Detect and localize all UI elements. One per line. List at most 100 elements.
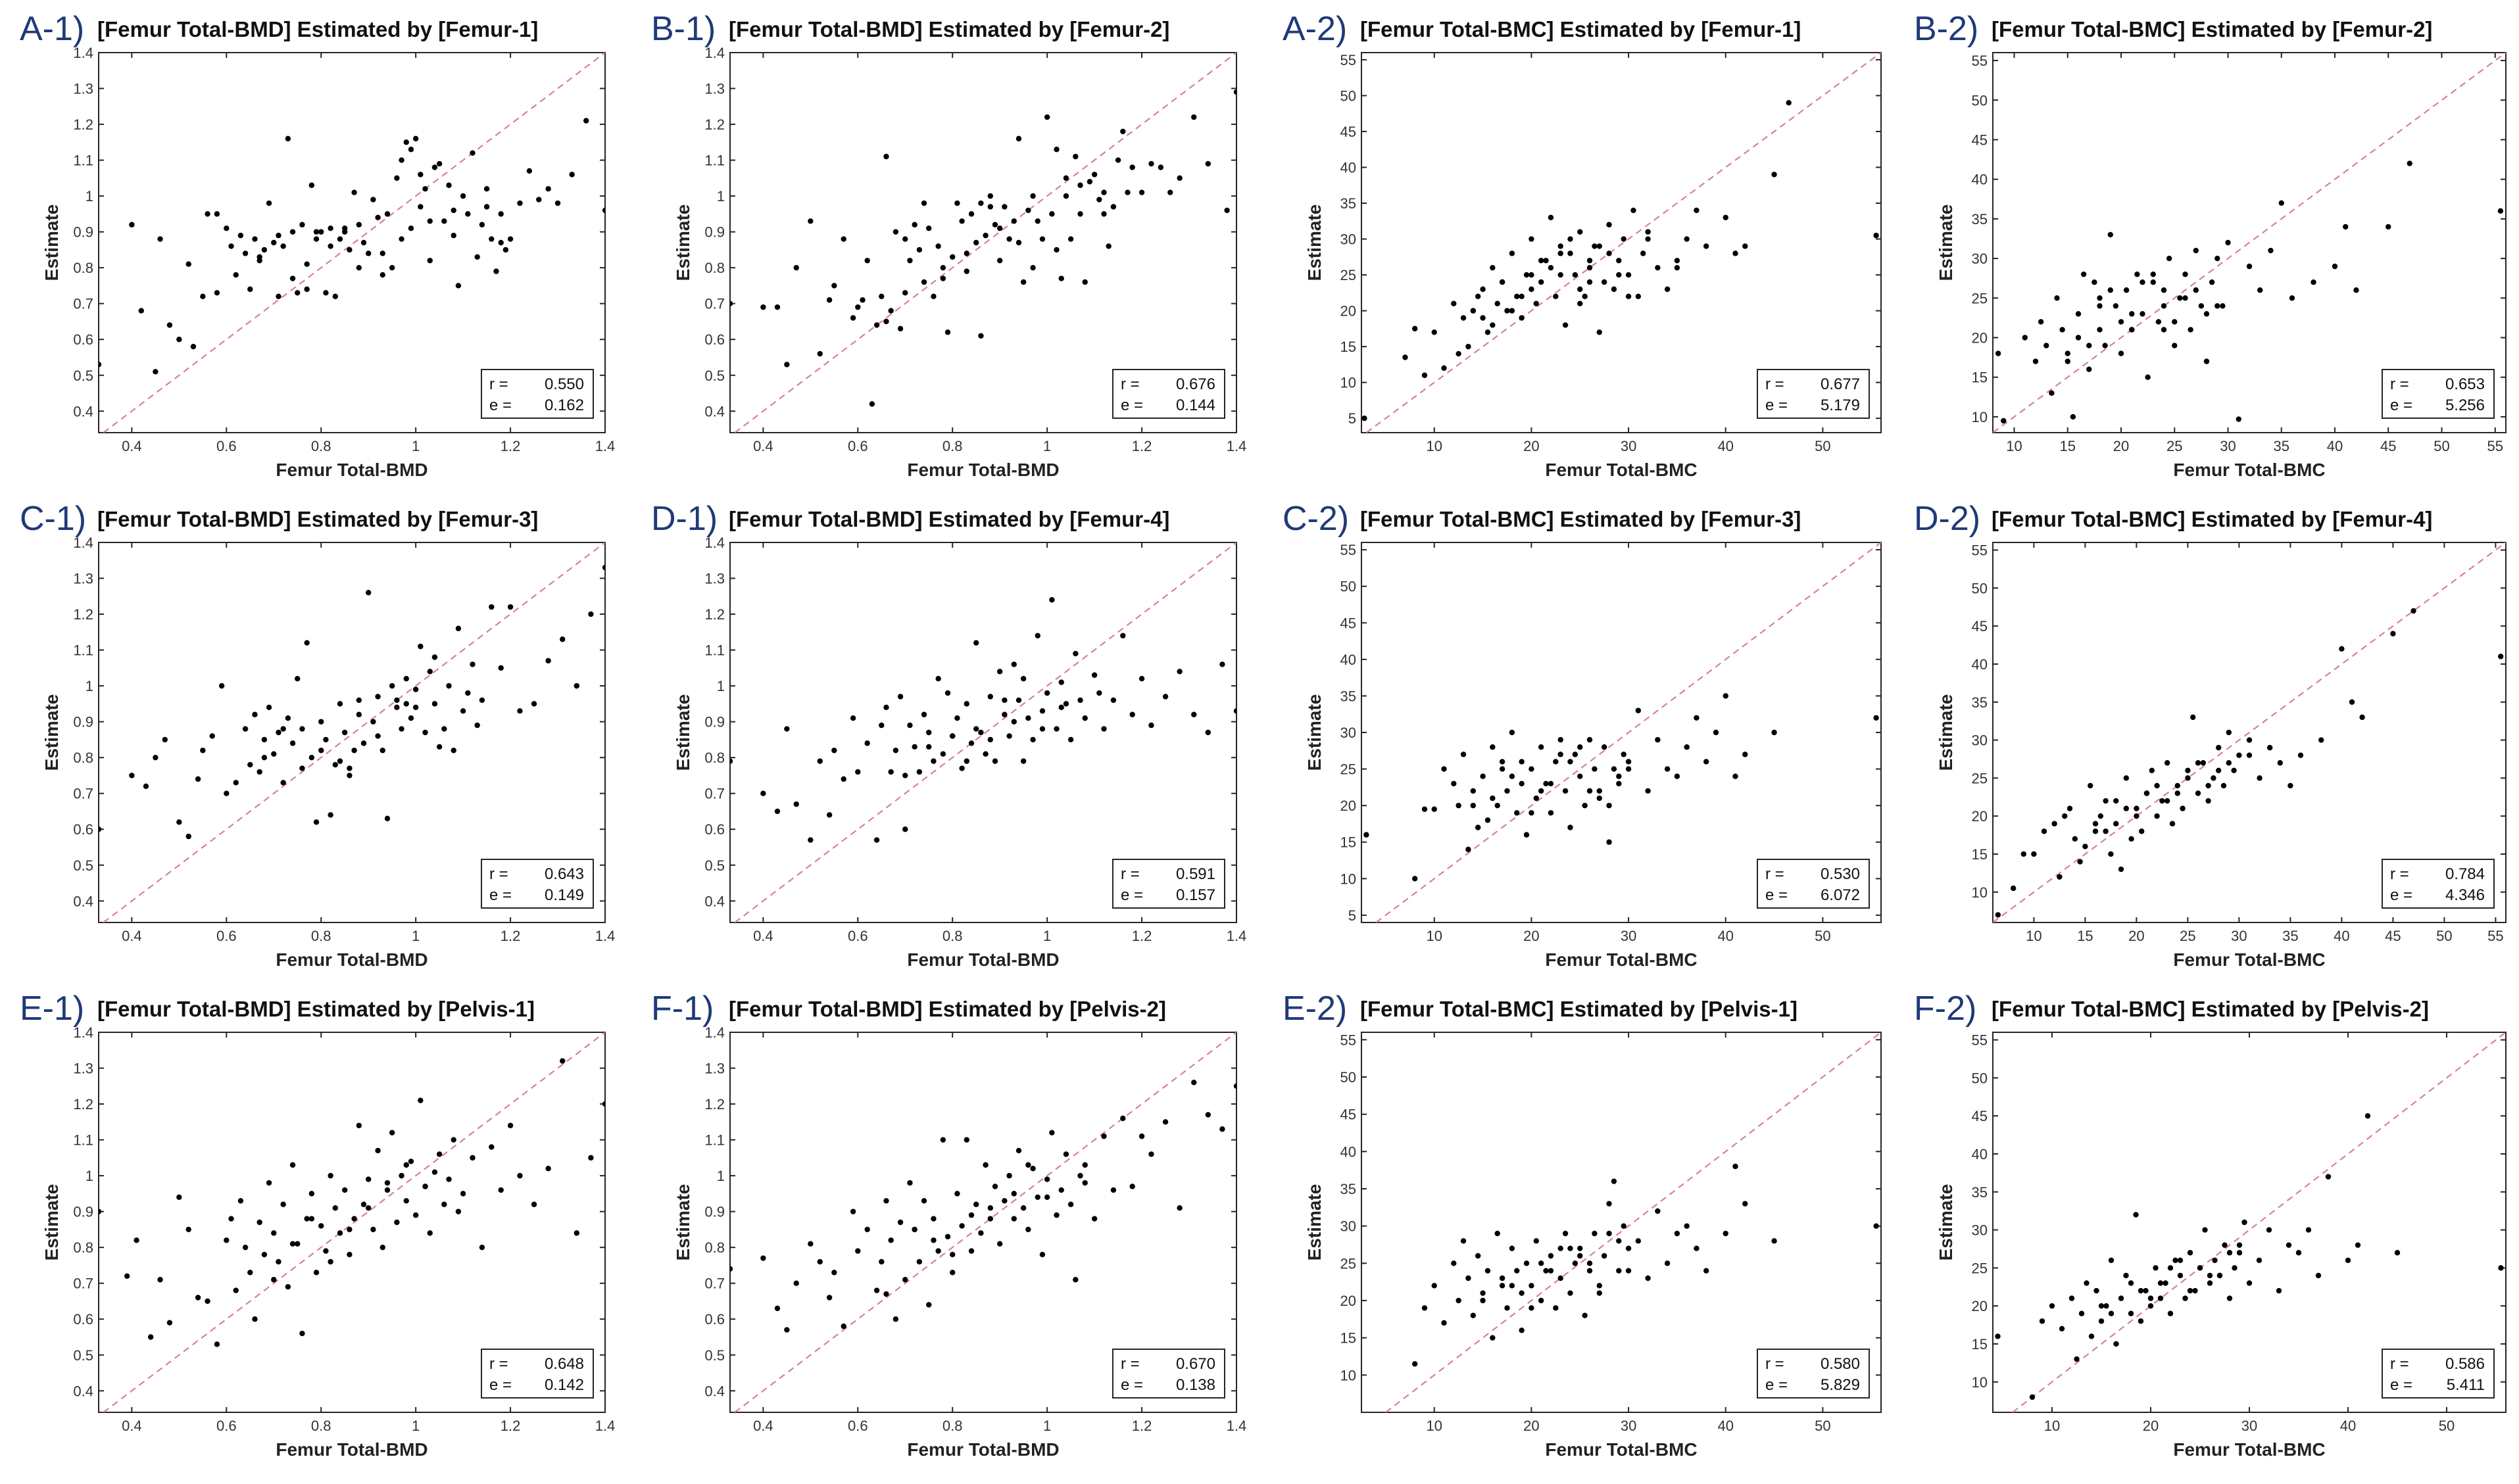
scatter-point bbox=[1101, 726, 1107, 732]
x-tick-label: 1 bbox=[1043, 1418, 1051, 1434]
scatter-point bbox=[2164, 798, 2170, 804]
x-tick-label: 0.8 bbox=[942, 1418, 963, 1434]
scatter-point bbox=[153, 754, 159, 761]
stat-e-label: e = bbox=[489, 1376, 512, 1394]
stat-e-value: 0.157 bbox=[1176, 886, 1215, 904]
scatter-point bbox=[451, 232, 456, 239]
scatter-point bbox=[2092, 828, 2099, 834]
scatter-point bbox=[1006, 236, 1012, 242]
stats-box-frame bbox=[1757, 1349, 1870, 1399]
scatter-point bbox=[531, 701, 537, 707]
scatter-point bbox=[1129, 711, 1135, 717]
scatter-point bbox=[379, 272, 385, 278]
scatter-point bbox=[2113, 821, 2119, 826]
stat-e-label: e = bbox=[1765, 886, 1788, 904]
scatter-point bbox=[1572, 272, 1578, 278]
scatter-point bbox=[1233, 708, 1236, 714]
scatter-point bbox=[356, 1122, 362, 1128]
scatter-point bbox=[205, 211, 210, 217]
scatter-point bbox=[147, 1334, 154, 1340]
scatter-point bbox=[1120, 1115, 1126, 1122]
chart-panel-a-1: A-1) [Femur Total-BMD] Estimated by [Femu… bbox=[0, 0, 618, 490]
scatter-point bbox=[1519, 315, 1525, 321]
scatter-point bbox=[308, 182, 315, 188]
x-tick-label: 20 bbox=[1523, 438, 1539, 454]
scatter-point bbox=[517, 1172, 523, 1179]
x-tick-label: 50 bbox=[1815, 1418, 1830, 1434]
scatter-point bbox=[2193, 287, 2199, 293]
scatter-point bbox=[299, 765, 305, 771]
stat-r-value: 0.677 bbox=[1821, 375, 1860, 393]
y-tick-label: 1.1 bbox=[73, 1132, 93, 1149]
scatter-point bbox=[817, 758, 823, 764]
scatter-point bbox=[808, 1241, 814, 1247]
scatter-point bbox=[1455, 350, 1461, 357]
scatter-point bbox=[224, 1237, 230, 1243]
stat-e-label: e = bbox=[2390, 1376, 2412, 1394]
stat-e-value: 5.256 bbox=[2445, 396, 2485, 414]
stat-e-label: e = bbox=[489, 396, 512, 414]
scatter-point bbox=[1431, 329, 1437, 335]
stats-box: r = 0.643 e = 0.149 bbox=[481, 859, 594, 909]
scatter-point bbox=[1582, 1312, 1588, 1318]
scatter-point bbox=[403, 701, 409, 707]
scatter-point bbox=[2113, 798, 2119, 804]
scatter-point bbox=[436, 744, 443, 750]
scatter-point bbox=[1475, 1253, 1481, 1259]
scatter-point bbox=[351, 748, 357, 754]
scatter-point bbox=[1470, 308, 1477, 314]
scatter-point bbox=[304, 286, 310, 293]
stat-r-value: 0.676 bbox=[1176, 375, 1215, 393]
scatter-point bbox=[2129, 327, 2135, 333]
y-tick-label: 0.5 bbox=[73, 857, 93, 874]
scatter-point bbox=[2123, 287, 2130, 293]
y-tick-label: 40 bbox=[1972, 656, 1988, 673]
x-tick-label: 0.4 bbox=[753, 1418, 773, 1434]
y-tick-label: 0.8 bbox=[704, 1239, 725, 1256]
scatter-point bbox=[257, 258, 262, 264]
scatter-point bbox=[1011, 218, 1017, 224]
scatter-point bbox=[1509, 308, 1515, 314]
scatter-point bbox=[1586, 788, 1593, 794]
x-tick-label: 10 bbox=[2026, 928, 2042, 944]
axis-ticks: 10 20 30 40 50 10 15 20 25 30 35 40 45 50 55 bbox=[1340, 1032, 1881, 1434]
scatter-point bbox=[545, 1166, 551, 1172]
scatter-point bbox=[940, 1137, 946, 1143]
scatter-point bbox=[817, 1258, 823, 1265]
scatter-points bbox=[99, 1058, 605, 1347]
scatter-point bbox=[954, 715, 960, 721]
y-tick-label: 0.7 bbox=[73, 1276, 93, 1292]
scatter-point bbox=[1674, 1230, 1680, 1237]
scatter-point bbox=[412, 704, 419, 711]
scatter-point bbox=[1562, 322, 1569, 328]
scatter-point bbox=[451, 748, 456, 754]
scatter-point bbox=[176, 1194, 182, 1201]
scatter-point bbox=[1582, 293, 1588, 299]
y-tick-label: 55 bbox=[1972, 53, 1988, 69]
scatter-point bbox=[2113, 1341, 2119, 1347]
chart-panel-d-2: D-2) [Femur Total-BMC] Estimated by [Femu… bbox=[1894, 490, 2519, 980]
y-tick-label: 1.4 bbox=[73, 45, 93, 61]
scatter-point bbox=[2197, 1265, 2203, 1271]
scatter-point bbox=[2498, 654, 2504, 659]
scatter-point bbox=[826, 297, 833, 303]
scatter-point bbox=[403, 676, 409, 682]
scatter-point bbox=[498, 211, 504, 217]
scatter-point bbox=[1567, 1245, 1573, 1251]
scatter-point bbox=[964, 268, 970, 274]
scatter-point bbox=[987, 1205, 993, 1211]
scatter-point bbox=[2072, 836, 2078, 842]
y-tick-label: 15 bbox=[1340, 339, 1356, 355]
scatter-point bbox=[2138, 1318, 2144, 1324]
scatter-point bbox=[399, 726, 404, 732]
scatter-point bbox=[2498, 1265, 2504, 1271]
scatter-point bbox=[342, 1187, 348, 1193]
scatter-point bbox=[2097, 327, 2103, 333]
scatter-point bbox=[1054, 1212, 1060, 1218]
scatter-point bbox=[978, 1230, 984, 1236]
y-tick-label: 0.9 bbox=[704, 1204, 725, 1220]
scatter-point bbox=[1484, 329, 1491, 335]
y-tick-label: 15 bbox=[1972, 370, 1988, 386]
scatter-point bbox=[2091, 279, 2097, 285]
scatter-point bbox=[897, 1219, 904, 1226]
